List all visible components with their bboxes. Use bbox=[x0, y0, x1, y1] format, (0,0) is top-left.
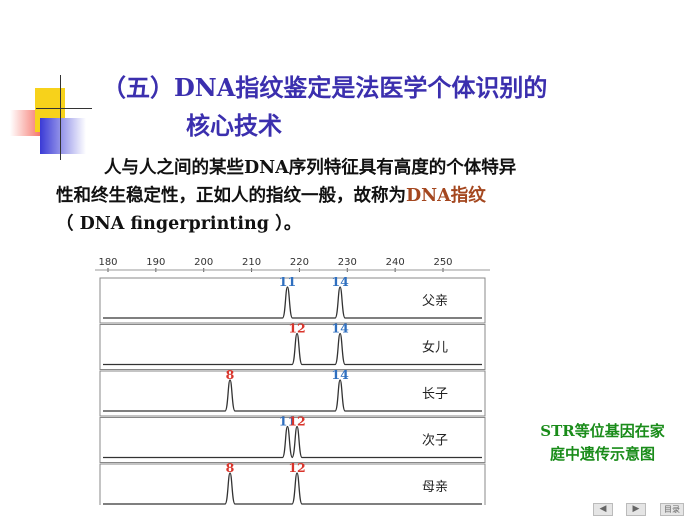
caption-line2: 庭中遗传示意图 bbox=[549, 445, 655, 463]
family-member-label: 女儿 bbox=[422, 340, 448, 356]
allele-label: 8 bbox=[226, 367, 235, 382]
trace-line bbox=[103, 286, 482, 319]
scale-tick-label: 200 bbox=[194, 257, 213, 268]
paragraph-line1: 人与人之间的某些DNA序列特征具有高度的个体特异 bbox=[104, 158, 517, 178]
allele-label: 12 bbox=[288, 460, 305, 475]
trace-line bbox=[103, 425, 482, 459]
slide-title-line1: （五）DNA指纹鉴定是法医学个体识别的 bbox=[102, 73, 548, 102]
blue-gradient-block bbox=[40, 118, 86, 154]
family-member-label: 母亲 bbox=[422, 480, 448, 495]
trace-panel bbox=[99, 324, 486, 370]
paragraph-line2-text: 性和终生稳定性，正如人的指纹一般，故称为 bbox=[56, 186, 406, 206]
paragraph-line2: 性和终生稳定性，正如人的指纹一般，故称为DNA指纹 bbox=[56, 182, 656, 207]
scale-tick-label: 190 bbox=[146, 257, 165, 268]
trace-line bbox=[103, 472, 482, 505]
caption-line1: STR等位基因在家 bbox=[540, 422, 665, 440]
allele-label: 12 bbox=[288, 414, 305, 429]
prev-slide-button[interactable]: ◀ bbox=[593, 503, 613, 516]
str-electropherogram: 180 190 200 210 220 230 240 250 11 14 父亲 12 14 女儿 8 14 长… bbox=[95, 257, 490, 505]
trace-line bbox=[103, 379, 482, 412]
scale-tick-label: 180 bbox=[98, 257, 117, 268]
scale-tick-label: 230 bbox=[338, 257, 357, 268]
trace-line bbox=[103, 332, 482, 366]
paragraph-line3: （ DNA fingerprinting ）。 bbox=[56, 214, 302, 234]
slide-title-line2: 核心技术 bbox=[186, 111, 282, 140]
scale-tick-label: 250 bbox=[433, 257, 452, 268]
allele-label: 11 bbox=[279, 414, 296, 429]
family-member-label: 长子 bbox=[422, 387, 448, 402]
trace-panel bbox=[99, 370, 486, 417]
vertical-rule bbox=[60, 75, 61, 160]
allele-label: 12 bbox=[288, 321, 305, 336]
allele-label: 14 bbox=[331, 274, 349, 289]
menu-button[interactable]: 目录 bbox=[660, 503, 684, 516]
horizontal-rule bbox=[36, 108, 92, 109]
allele-label: 8 bbox=[226, 460, 235, 475]
allele-label: 14 bbox=[331, 321, 349, 336]
scale-tick-label: 210 bbox=[242, 257, 261, 268]
family-member-label: 次子 bbox=[422, 433, 448, 449]
next-slide-button[interactable]: ▶ bbox=[626, 503, 646, 516]
scale-tick-label: 220 bbox=[290, 257, 309, 268]
trace-panel bbox=[99, 463, 486, 505]
family-member-label: 父亲 bbox=[422, 294, 448, 309]
trace-panel bbox=[99, 417, 486, 463]
scale-tick-label: 240 bbox=[386, 257, 405, 268]
allele-label: 14 bbox=[331, 367, 349, 382]
allele-label: 11 bbox=[279, 274, 296, 289]
dna-fingerprint-highlight: DNA指纹 bbox=[406, 186, 486, 206]
trace-panel bbox=[99, 277, 486, 324]
